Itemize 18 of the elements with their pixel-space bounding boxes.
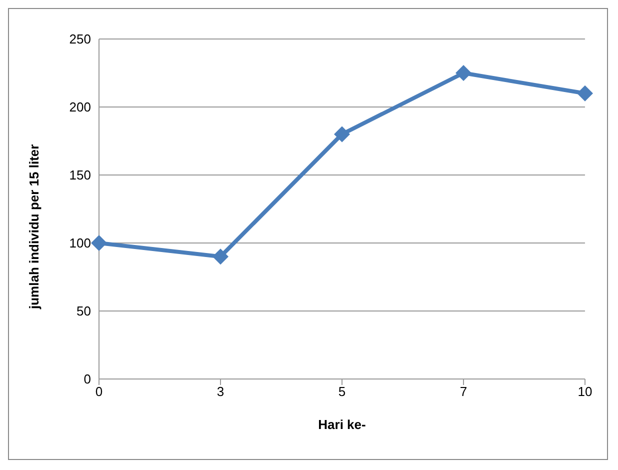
point xyxy=(212,248,228,265)
x-tick-label: 7 xyxy=(460,384,468,400)
x-tick-label: 10 xyxy=(578,384,592,400)
y-tick-label: 200 xyxy=(69,100,91,115)
x-axis-title: Hari ke- xyxy=(318,417,366,432)
x-tick-label: 3 xyxy=(216,384,224,400)
y-tick-label: 150 xyxy=(69,168,91,183)
point xyxy=(456,65,472,81)
point xyxy=(334,126,350,142)
y-tick-label: 100 xyxy=(69,236,91,251)
point xyxy=(91,235,107,251)
x-tick-label: 5 xyxy=(338,384,346,400)
x-tick-label: 0 xyxy=(95,384,103,400)
y-tick-label: 50 xyxy=(76,304,91,319)
y-axis-title: jumlah individu per 15 liter xyxy=(26,144,42,310)
y-tick-label: 250 xyxy=(69,32,91,47)
y-tick-label: 0 xyxy=(84,372,91,387)
point xyxy=(577,85,593,102)
